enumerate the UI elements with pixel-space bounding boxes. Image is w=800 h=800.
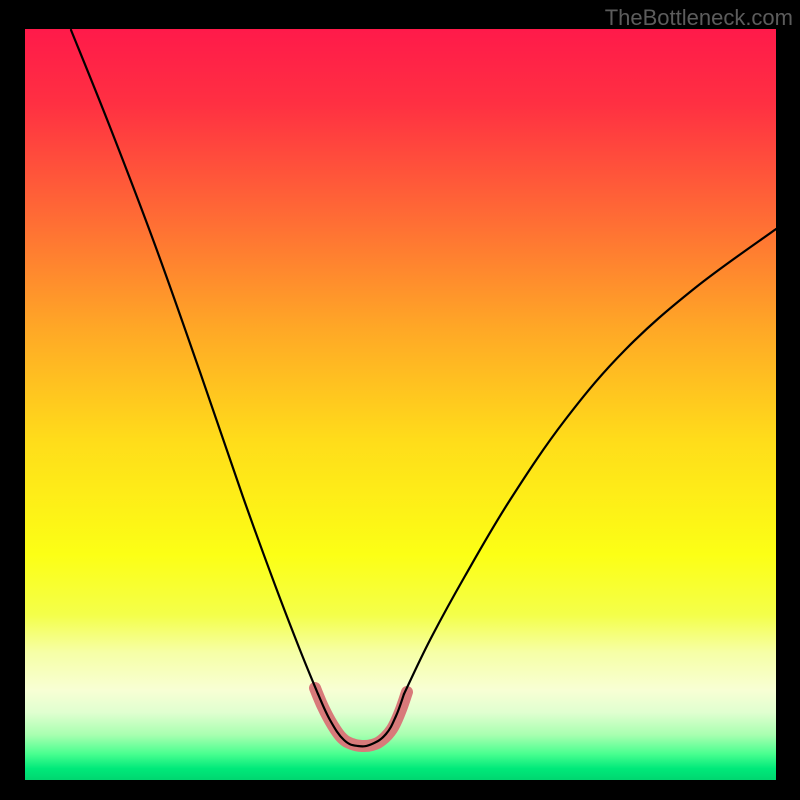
- chart-background-gradient: [25, 29, 776, 780]
- chart-container: [25, 29, 776, 780]
- watermark-text: TheBottleneck.com: [605, 5, 793, 31]
